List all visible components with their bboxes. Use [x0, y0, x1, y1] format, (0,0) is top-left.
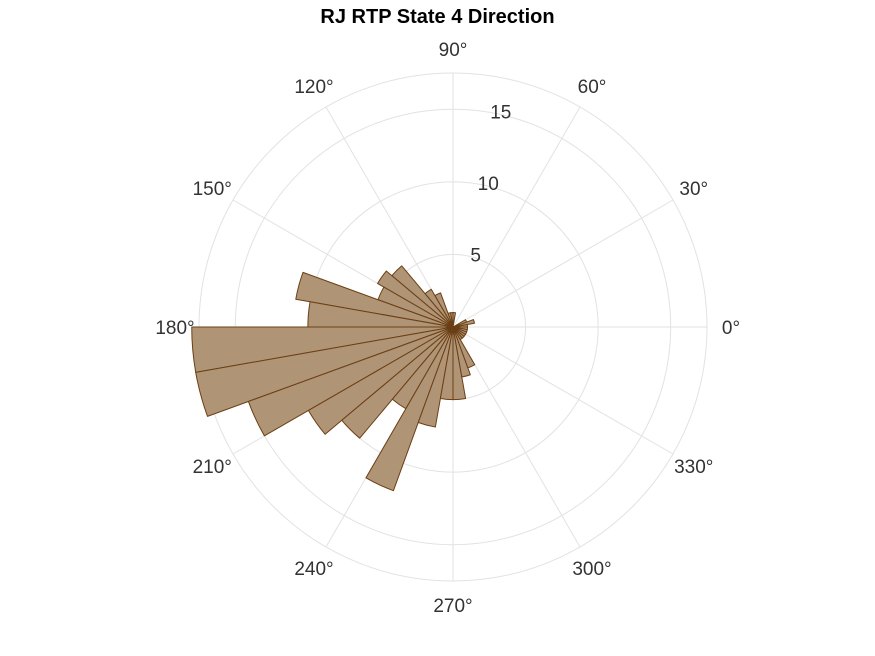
- theta-tick-label-300: 300°: [572, 559, 611, 580]
- theta-tick-label-120: 120°: [294, 77, 333, 98]
- r-tick-label-15: 15: [490, 103, 511, 124]
- theta-tick-label-30: 30°: [679, 179, 708, 200]
- r-tick-label-10: 10: [478, 174, 499, 195]
- histogram-bar-220: [341, 326, 454, 439]
- theta-tick-label-270: 270°: [433, 596, 472, 617]
- chart-title: RJ RTP State 4 Direction: [320, 6, 555, 28]
- histogram-bar-240: [365, 326, 454, 492]
- theta-tick-label-60: 60°: [578, 77, 607, 98]
- histogram-bar-20: [452, 319, 468, 328]
- histogram-bar-190: [195, 326, 454, 417]
- grid-spoke-330: [452, 326, 674, 455]
- grid-spoke-30: [452, 199, 674, 328]
- histogram-bar-350: [452, 326, 469, 331]
- histogram-bar-140: [377, 270, 454, 328]
- theta-tick-label-0: 0°: [722, 318, 740, 339]
- histogram-bar-200: [247, 326, 454, 437]
- theta-tick-label-150: 150°: [193, 179, 232, 200]
- grid-spoke-60: [452, 106, 581, 328]
- theta-tick-label-210: 210°: [193, 457, 232, 478]
- theta-tick-label-90: 90°: [439, 40, 468, 61]
- theta-tick-label-330: 330°: [674, 457, 713, 478]
- theta-tick-label-240: 240°: [294, 559, 333, 580]
- theta-tick-label-180: 180°: [155, 318, 194, 339]
- r-tick-label-5: 5: [470, 246, 481, 267]
- histogram-bar-210: [307, 326, 454, 435]
- histogram-bar-250: [417, 326, 454, 428]
- histogram-bar-160: [295, 271, 454, 328]
